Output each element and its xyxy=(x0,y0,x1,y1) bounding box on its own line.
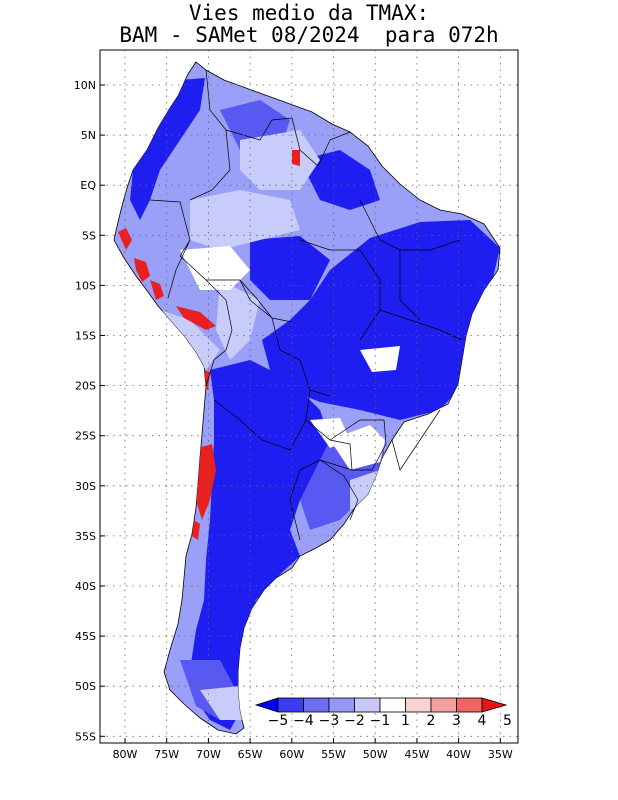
lon-tick-label: 35W xyxy=(488,748,513,761)
lat-tick-label: 35S xyxy=(75,530,96,543)
lat-tick-label: 55S xyxy=(75,730,96,743)
colorbar-label: −4 xyxy=(293,713,314,729)
lon-tick-label: 50W xyxy=(363,748,388,761)
lon-tick-label: 65W xyxy=(238,748,263,761)
colorbar-segment xyxy=(379,697,406,713)
lat-tick-label: 5N xyxy=(81,129,96,142)
lat-tick-label: EQ xyxy=(80,179,96,192)
strong-cold-bias-areas xyxy=(130,78,500,730)
weak-cold-bias-areas xyxy=(160,130,380,720)
colorbar-label: 1 xyxy=(401,713,410,729)
lat-tick-label: 10N xyxy=(74,79,96,92)
colorbar xyxy=(254,697,508,713)
lon-tick-label: 70W xyxy=(196,748,221,761)
lat-tick-label: 5S xyxy=(82,229,96,242)
neutral-bias-areas xyxy=(180,246,400,470)
longitude-labels: 80W 75W 70W 65W 60W 55W 50W 45W 40W 35W xyxy=(113,738,513,761)
lat-tick-label: 20S xyxy=(75,380,96,393)
colorbar-right-arrow xyxy=(481,697,508,713)
colorbar-segment xyxy=(303,697,330,713)
lat-tick-label: 25S xyxy=(75,430,96,443)
lat-tick-label: 10S xyxy=(75,279,96,292)
colorbar-label: −2 xyxy=(344,713,365,729)
latitude-labels: 10N 5N EQ 5S 10S 15S 20S 25S 30S 35S 40S 45S 50S 55S xyxy=(74,79,105,743)
colorbar-segment xyxy=(277,697,304,713)
colorbar-segment xyxy=(456,697,483,713)
colorbar-segment xyxy=(405,697,432,713)
colorbar-label: 4 xyxy=(478,713,487,729)
colorbar-segment xyxy=(328,697,355,713)
colorbar-segment xyxy=(354,697,381,713)
country-borders xyxy=(149,69,463,541)
lon-tick-label: 75W xyxy=(154,748,179,761)
lon-tick-label: 60W xyxy=(279,748,304,761)
colorbar-label: −1 xyxy=(370,713,391,729)
colorbar-label: −3 xyxy=(319,713,340,729)
lon-tick-label: 55W xyxy=(321,748,346,761)
lat-tick-label: 50S xyxy=(75,680,96,693)
lat-tick-label: 30S xyxy=(75,480,96,493)
chart-title: Vies medio da TMAX: BAM - SAMet 08/2024 … xyxy=(0,2,618,46)
lat-tick-label: 15S xyxy=(75,330,96,343)
lon-tick-label: 45W xyxy=(404,748,429,761)
lon-tick-label: 40W xyxy=(446,748,471,761)
title-line-1: Vies medio da TMAX: xyxy=(188,1,430,25)
lat-tick-label: 40S xyxy=(75,580,96,593)
title-line-2: BAM - SAMet 08/2024 para 072h xyxy=(119,23,499,47)
colorbar-label: 2 xyxy=(427,713,436,729)
colorbar-label: −5 xyxy=(268,713,289,729)
lat-tick-label: 45S xyxy=(75,630,96,643)
colorbar-segment xyxy=(430,697,457,713)
lon-tick-label: 80W xyxy=(113,748,138,761)
warm-bias-areas xyxy=(118,150,300,540)
colorbar-labels: −5 −4 −3 −2 −1 1 2 3 4 5 xyxy=(268,713,512,729)
colorbar-label: 3 xyxy=(452,713,461,729)
colorbar-label: 5 xyxy=(503,713,512,729)
grid-lines xyxy=(100,50,518,743)
